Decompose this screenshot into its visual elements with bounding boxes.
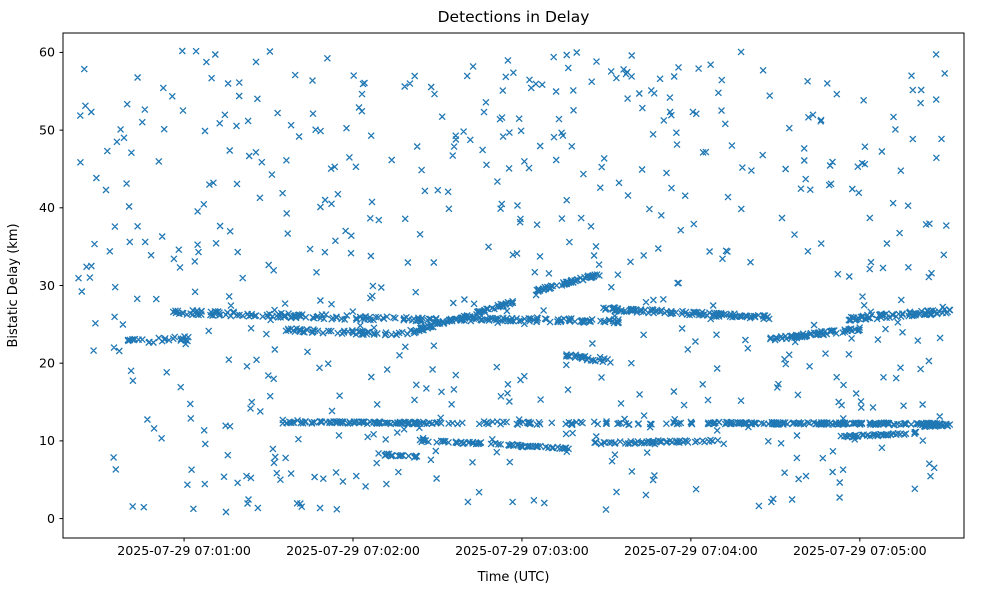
- axis-ticks: [59, 51, 861, 542]
- y-tick-label: 10: [39, 433, 55, 448]
- x-tick-label: 2025-07-29 07:01:00: [117, 543, 251, 558]
- scatter-points: [75, 47, 954, 516]
- y-tick-label: 20: [39, 355, 55, 370]
- chart-title: Detections in Delay: [438, 8, 590, 26]
- y-tick-label: 30: [39, 278, 55, 293]
- x-tick-label: 2025-07-29 07:02:00: [286, 543, 420, 558]
- y-tick-label: 60: [39, 45, 55, 60]
- detection-marker-cloud: [75, 47, 954, 516]
- x-tick-label: 2025-07-29 07:03:00: [455, 543, 589, 558]
- x-tick-label: 2025-07-29 07:05:00: [793, 543, 927, 558]
- x-axis-label: Time (UTC): [477, 570, 550, 585]
- y-tick-label: 0: [47, 511, 55, 526]
- y-tick-label: 50: [39, 122, 55, 137]
- y-tick-label: 40: [39, 200, 55, 215]
- x-tick-label: 2025-07-29 07:04:00: [624, 543, 758, 558]
- axis-tick-labels: 2025-07-29 07:01:00 2025-07-29 07:02:00 20…: [39, 45, 927, 558]
- plot-area: [63, 33, 964, 538]
- y-axis-label: Bistatic Delay (km): [6, 223, 21, 347]
